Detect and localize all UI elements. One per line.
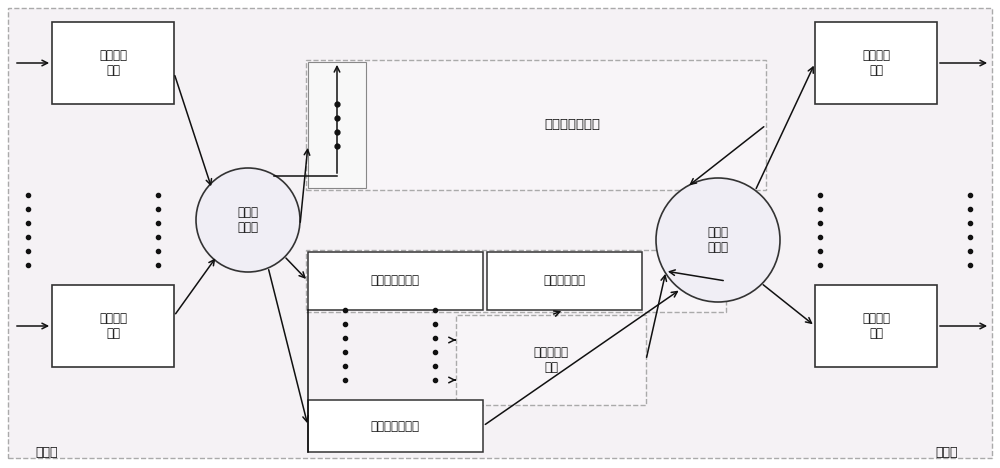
- Text: 输入缓存
模块: 输入缓存 模块: [99, 49, 127, 77]
- Text: 输入缓存
模块: 输入缓存 模块: [99, 312, 127, 340]
- Text: 输出队列模块: 输出队列模块: [543, 275, 585, 287]
- Text: 发送调
度模块: 发送调 度模块: [708, 226, 728, 254]
- Text: 输出缓存
模块: 输出缓存 模块: [862, 312, 890, 340]
- Circle shape: [196, 168, 300, 272]
- Text: 输入端: 输入端: [35, 446, 58, 460]
- Text: 输出端: 输出端: [935, 446, 958, 460]
- Bar: [308, 400, 483, 452]
- Bar: [306, 60, 766, 190]
- Circle shape: [656, 178, 780, 302]
- Bar: [306, 250, 726, 312]
- Bar: [52, 285, 174, 367]
- Text: 接收调
度模块: 接收调 度模块: [238, 206, 258, 234]
- Bar: [52, 22, 174, 104]
- Text: 输出缓存
模块: 输出缓存 模块: [862, 49, 890, 77]
- Text: 过滤和警管
模块: 过滤和警管 模块: [534, 346, 568, 374]
- Bar: [308, 62, 366, 188]
- Bar: [456, 315, 646, 405]
- Text: 共享查找表模块: 共享查找表模块: [545, 118, 601, 132]
- Text: 端口查找表模块: 端口查找表模块: [370, 275, 420, 287]
- Bar: [308, 252, 483, 310]
- Bar: [487, 252, 642, 310]
- Bar: [815, 22, 937, 104]
- Text: 端口查找表模块: 端口查找表模块: [370, 419, 420, 432]
- Bar: [815, 285, 937, 367]
